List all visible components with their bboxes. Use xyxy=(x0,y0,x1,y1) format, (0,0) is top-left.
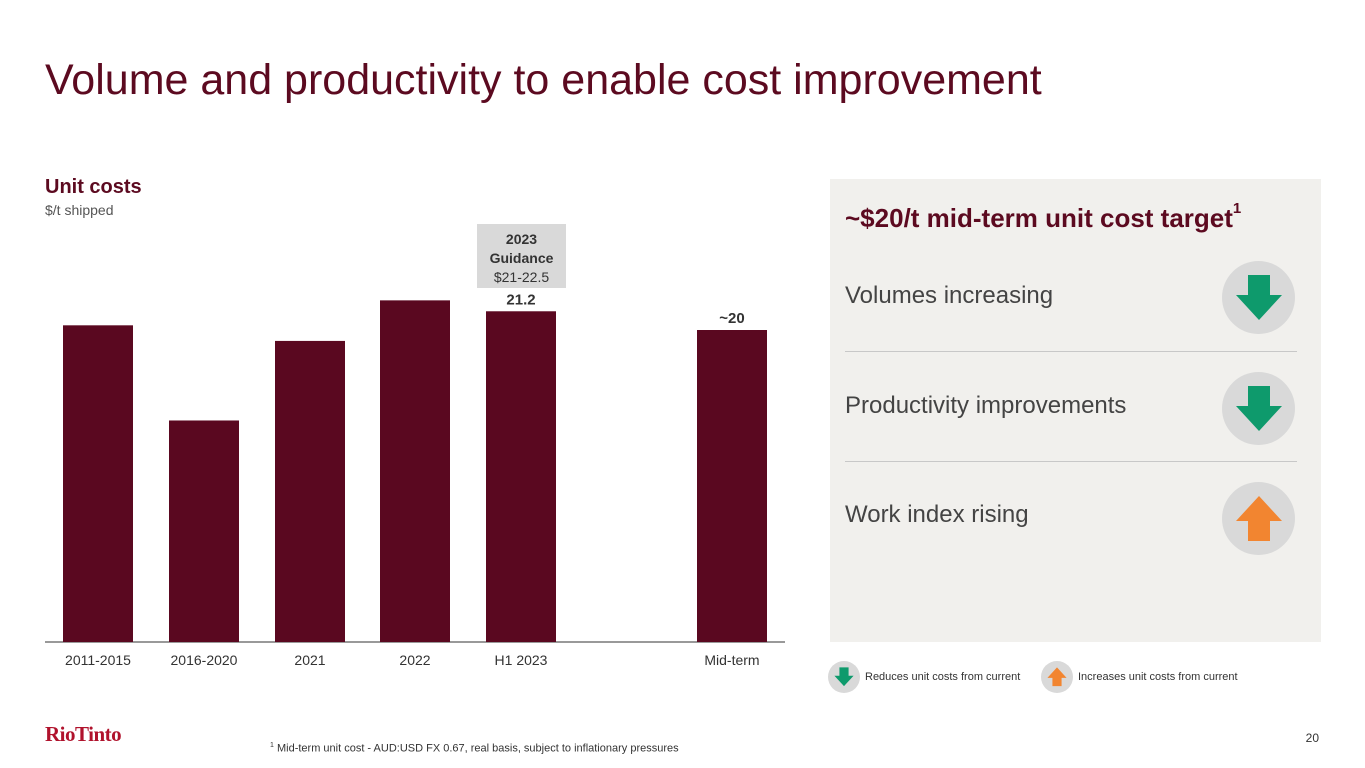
x-tick-label: 2022 xyxy=(399,652,430,668)
legend-reduces-label: Reduces unit costs from current xyxy=(865,671,1021,683)
arrow-up-icon xyxy=(1235,495,1282,541)
x-tick-label: Mid-term xyxy=(704,652,759,668)
rio-tinto-logo: RioTinto xyxy=(45,722,122,746)
bar-h1-2023 xyxy=(486,311,556,642)
cost-target-panel: ~$20/t mid-term unit cost target1 Volume… xyxy=(830,179,1321,642)
panel-title-footnote-mark: 1 xyxy=(1232,200,1242,218)
x-tick-label: 2016-2020 xyxy=(171,652,238,668)
row-label-work-index: Work index rising xyxy=(845,501,1029,528)
arrow-down-icon xyxy=(834,667,854,687)
bar-mid-term xyxy=(697,330,767,642)
bar-2016-2020 xyxy=(169,420,239,642)
arrow-up-icon xyxy=(1047,667,1067,687)
page-title: Volume and productivity to enable cost i… xyxy=(45,56,1042,104)
guidance-label: Guidance xyxy=(489,250,554,266)
bar-2011-2015 xyxy=(63,325,133,642)
arrow-down-icon xyxy=(1235,274,1282,320)
data-label: ~20 xyxy=(719,310,744,327)
work-index-indicator xyxy=(1222,482,1295,555)
guidance-range: $21-22.5 xyxy=(493,269,550,285)
chart-title: Unit costs xyxy=(45,176,142,198)
footnote: 1 Mid-term unit cost - AUD:USD FX 0.67, … xyxy=(270,742,679,755)
footnote-mark: 1 xyxy=(270,742,274,749)
row-label-volumes: Volumes increasing xyxy=(845,282,1054,309)
legend-increases: Increases unit costs from current xyxy=(1041,661,1238,693)
panel-title-text: ~$20/t mid-term unit cost target xyxy=(845,203,1233,233)
guidance-annotation: 2023 Guidance $21-22.5 xyxy=(477,224,566,288)
divider xyxy=(845,351,1297,352)
x-tick-label: 2021 xyxy=(294,652,325,668)
legend-reduces: Reduces unit costs from current xyxy=(828,661,1020,693)
data-label: 21.2 xyxy=(506,291,535,308)
footnote-text: Mid-term unit cost - AUD:USD FX 0.67, re… xyxy=(276,742,679,755)
x-tick-label: 2011-2015 xyxy=(65,652,131,668)
chart-subtitle: $/t shipped xyxy=(45,202,114,218)
unit-costs-chart: 2011-2015 2016-2020 2021 2022 H1 2023 21.2 Mid… xyxy=(45,291,785,668)
row-label-productivity: Productivity improvements xyxy=(845,392,1127,419)
volumes-indicator xyxy=(1222,261,1295,334)
productivity-indicator xyxy=(1222,372,1295,445)
legend-down-indicator xyxy=(828,661,860,693)
arrow-down-icon xyxy=(1235,385,1282,431)
x-tick-label: H1 2023 xyxy=(495,652,548,668)
panel-title: ~$20/t mid-term unit cost target1 xyxy=(845,200,1242,234)
divider xyxy=(845,461,1297,462)
bar-2021 xyxy=(275,340,345,642)
legend-up-indicator xyxy=(1041,661,1073,693)
guidance-year: 2023 xyxy=(505,231,538,247)
legend-increases-label: Increases unit costs from current xyxy=(1078,671,1238,683)
bar-2022 xyxy=(380,300,450,642)
page-number: 20 xyxy=(1305,731,1319,745)
